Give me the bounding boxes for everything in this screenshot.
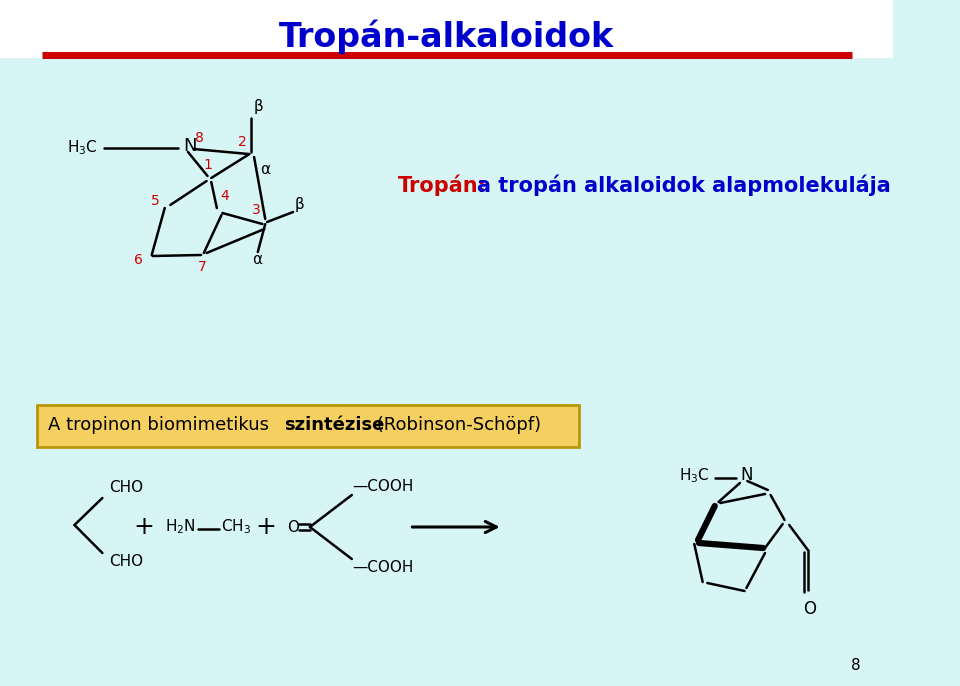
Text: 6: 6 <box>134 253 143 267</box>
Text: N: N <box>183 137 197 155</box>
Text: Tropán:: Tropán: <box>398 175 488 196</box>
Text: O: O <box>287 519 299 534</box>
Text: 2: 2 <box>238 135 247 149</box>
Text: 3: 3 <box>252 203 261 217</box>
Text: CH$_3$: CH$_3$ <box>221 518 251 536</box>
Text: 7: 7 <box>198 260 207 274</box>
Text: (Robinson-Schöpf): (Robinson-Schöpf) <box>372 416 541 434</box>
Text: 1: 1 <box>204 158 213 172</box>
Text: 8: 8 <box>195 131 204 145</box>
Text: CHO: CHO <box>108 480 143 495</box>
Text: N: N <box>740 466 753 484</box>
Text: β: β <box>295 196 304 211</box>
Text: H$_3$C: H$_3$C <box>67 139 98 157</box>
Text: 5: 5 <box>151 194 159 208</box>
Bar <box>37 405 579 447</box>
Text: H$_2$N: H$_2$N <box>165 518 196 536</box>
Bar <box>0 0 894 58</box>
Text: β: β <box>254 99 264 114</box>
Text: +: + <box>255 515 276 539</box>
Text: szintézise: szintézise <box>284 416 384 434</box>
Text: 8: 8 <box>852 659 861 674</box>
Text: A tropinon biomimetikus: A tropinon biomimetikus <box>48 416 276 434</box>
Text: CHO: CHO <box>108 554 143 569</box>
Text: —COOH: —COOH <box>352 479 414 494</box>
Text: H$_3$C: H$_3$C <box>680 466 710 486</box>
Text: +: + <box>133 515 155 539</box>
Text: —COOH: —COOH <box>352 560 414 575</box>
Text: O: O <box>804 600 816 618</box>
Text: 4: 4 <box>221 189 229 203</box>
Text: Tropán-alkaloidok: Tropán-alkaloidok <box>279 20 614 54</box>
Text: α: α <box>252 252 262 268</box>
Text: α: α <box>260 163 271 178</box>
Text: a tropán alkaloidok alapmolekulája: a tropán alkaloidok alapmolekulája <box>476 175 890 196</box>
